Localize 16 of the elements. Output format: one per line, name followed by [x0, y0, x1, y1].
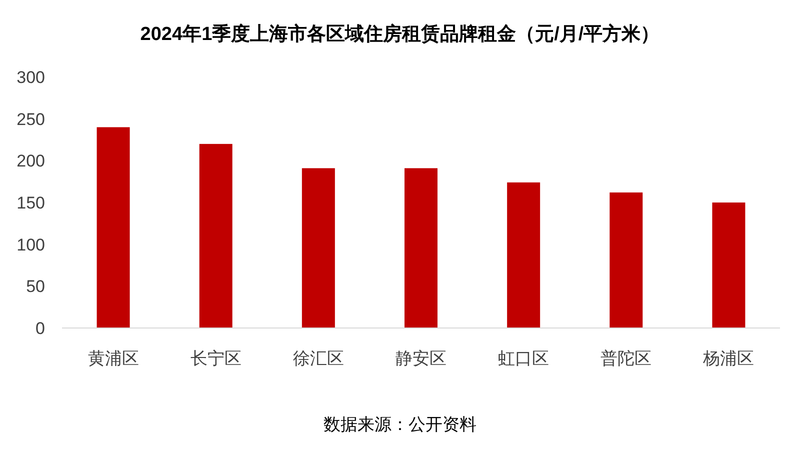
x-tick-label: 徐汇区	[292, 349, 344, 368]
y-tick-label: 100	[16, 235, 45, 254]
x-tick-label: 杨浦区	[702, 349, 754, 368]
source-note: 数据来源：公开资料	[324, 415, 476, 434]
y-tick-label: 300	[16, 68, 45, 87]
x-tick-label: 普陀区	[600, 349, 652, 368]
x-tick-label: 静安区	[396, 349, 446, 368]
x-tick-label: 黄浦区	[88, 349, 139, 368]
y-tick-label: 50	[26, 277, 45, 296]
y-tick-label: 250	[16, 110, 45, 129]
y-tick-label: 200	[16, 152, 45, 171]
y-tick-label: 0	[36, 319, 45, 338]
x-tick-label: 虹口区	[498, 349, 550, 368]
chart-title: 2024年1季度上海市各区域住房租赁品牌租金（元/月/平方米）	[140, 23, 660, 45]
x-tick-label: 长宁区	[190, 349, 242, 368]
y-tick-label: 150	[16, 194, 45, 212]
